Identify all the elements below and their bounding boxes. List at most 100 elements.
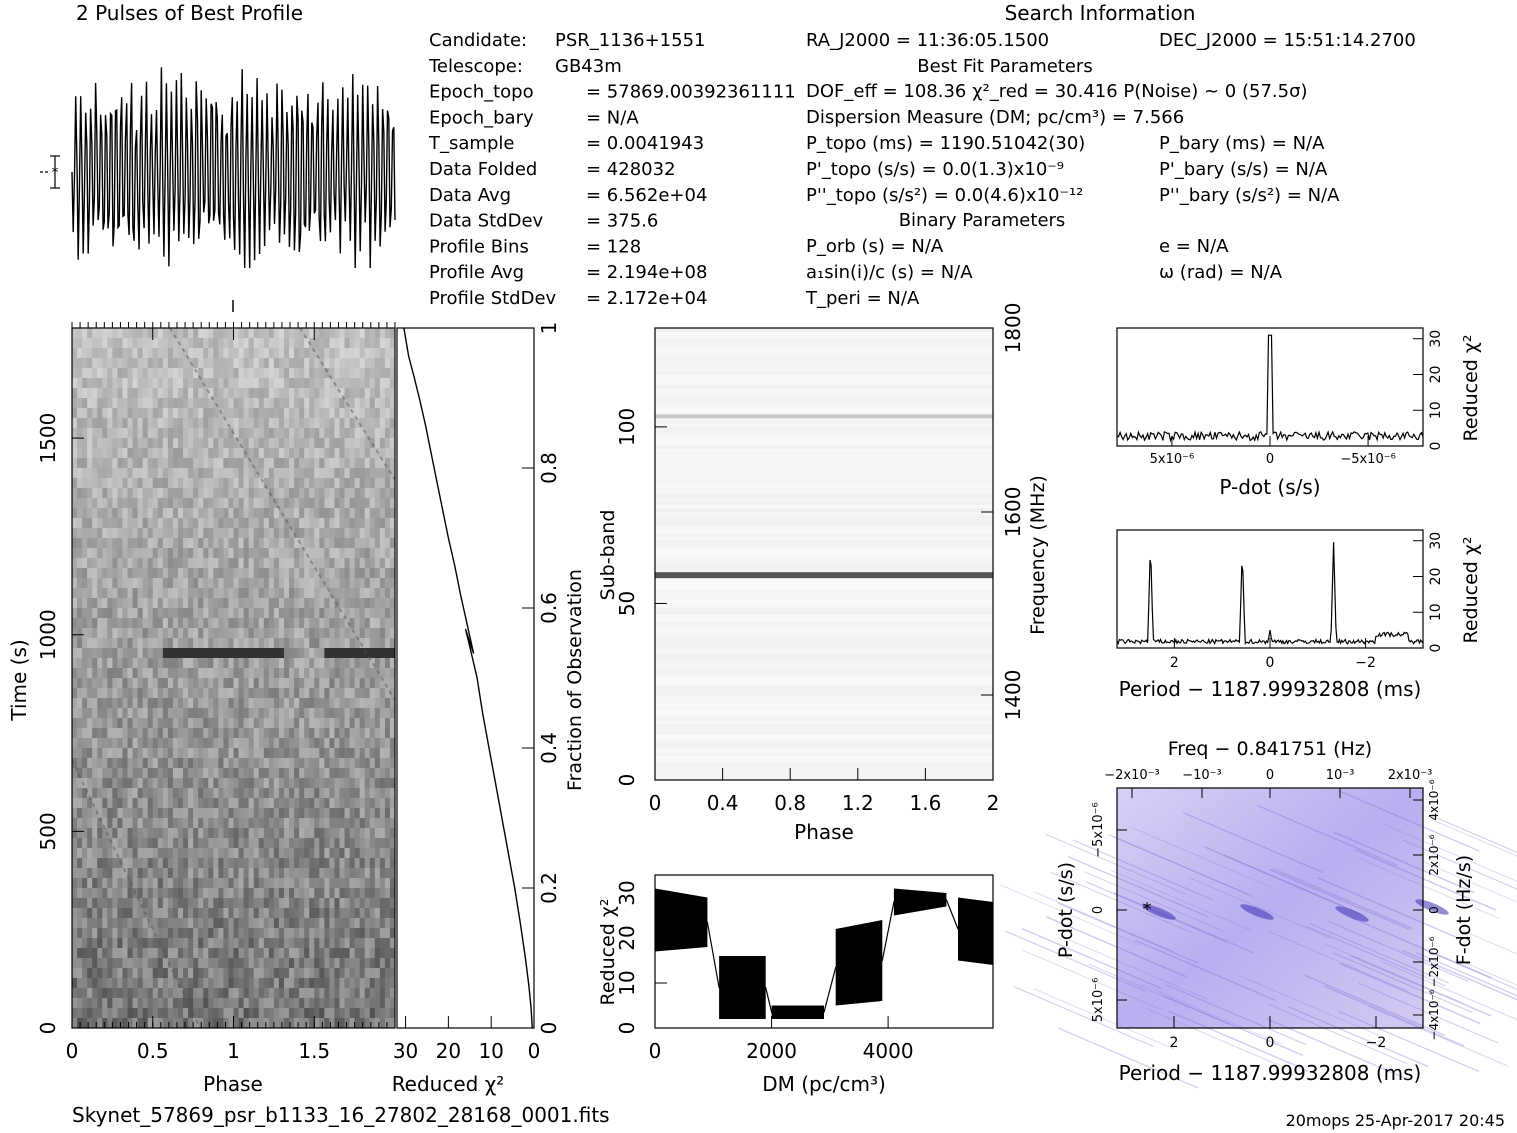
y2tick-label: 2x10⁻⁶	[1427, 834, 1441, 875]
y2tick-label: 1800	[1001, 303, 1025, 354]
fit-param: DOF_eff = 108.36 χ²_red = 30.416 P(Noise…	[806, 81, 1308, 102]
x2tick-label: 10⁻³	[1326, 768, 1355, 783]
xtick-label: 0	[649, 791, 662, 815]
best-fit-marker-icon: *	[1143, 899, 1152, 920]
info-label: Telescope:	[428, 56, 523, 77]
subband-frame	[654, 327, 994, 781]
subband-band	[655, 414, 993, 419]
info-label: Data Folded	[429, 159, 537, 180]
fit-param: P'_topo (s/s) = 0.0(1.3)x10⁻⁹	[806, 159, 1064, 180]
period-xlabel: Period − 1187.99932808 (ms)	[1119, 677, 1422, 701]
subband-phase-plot: 0 0.4 0.8 1.2 1.6 2 0 50 100 1400 1600 1800 Phase S…	[597, 303, 1049, 844]
profile-title: 2 Pulses of Best Profile	[76, 1, 303, 25]
xtick-label: 1	[227, 1039, 240, 1063]
subband-band	[655, 572, 993, 579]
ytick-label: 0	[1091, 906, 1106, 914]
info-value: = 0.0041943	[586, 133, 704, 154]
fit-param: Dispersion Measure (DM; pc/cm³) = 7.566	[806, 107, 1184, 128]
dm-chi2-plot: 0 2000 4000 0 10 20 30 DM (pc/cm³) Reduced χ²	[597, 874, 994, 1096]
info-value: = N/A	[586, 107, 639, 128]
ytick-label: 0.4	[537, 732, 561, 764]
pdot-frame	[1116, 327, 1424, 447]
xtick-label: 1.6	[909, 791, 941, 815]
info-value: = 2.194e+08	[586, 262, 707, 283]
ytick-label: 0	[36, 1022, 60, 1035]
ytick-label: 1000	[36, 609, 60, 660]
bary-param: P_bary (ms) = N/A	[1159, 133, 1325, 154]
x2tick-label: 0	[1266, 768, 1274, 783]
x2tick-label: 2x10⁻³	[1388, 768, 1433, 783]
xtick-label: 1.5	[298, 1039, 330, 1063]
xtick-label: 0	[66, 1039, 79, 1063]
xtick-label: 10	[478, 1039, 503, 1063]
error-bar-icon	[40, 155, 60, 189]
ytick-label: 1	[537, 322, 561, 335]
x2tick-label: −2x10⁻³	[1104, 768, 1159, 783]
ytick-label: 0	[615, 1022, 639, 1035]
info-label: Data StdDev	[429, 211, 544, 232]
period-series	[1116, 542, 1424, 646]
ytick-label: 30	[1428, 532, 1444, 550]
xtick-label: 0	[528, 1039, 541, 1063]
search-info-title: Search Information	[1005, 1, 1196, 25]
xtick-label: 0	[649, 1039, 662, 1063]
xtick-label: 2	[1170, 1035, 1179, 1051]
y2tick-label: 0	[1427, 906, 1441, 914]
info-value: = 128	[586, 236, 641, 257]
time-phase-plot: 0 0.5 1 1.5 0 500 1000 1500 Phase Time (s)	[7, 300, 396, 1096]
dm-xlabel: DM (pc/cm³)	[762, 1072, 886, 1096]
info-label: T_sample	[428, 133, 514, 154]
ytick-label: 1500	[36, 413, 60, 464]
ytick-label: 20	[1428, 366, 1444, 384]
info-label: Profile Avg	[429, 262, 524, 283]
fits-filename: Skynet_57869_psr_b1133_16_27802_28168_00…	[72, 1103, 610, 1127]
bary-param: e = N/A	[1159, 236, 1229, 257]
info-label: Profile Bins	[429, 236, 529, 257]
profile-series	[71, 67, 396, 269]
fit-param: P_topo (ms) = 1190.51042(30)	[806, 133, 1085, 154]
y2tick-label: −2x10⁻⁶	[1427, 936, 1441, 987]
ytick-label: 0	[615, 774, 639, 787]
pdot-series	[1116, 334, 1424, 443]
bary-param: DEC_J2000 = 15:51:14.2700	[1159, 30, 1416, 51]
info-value: = 375.6	[586, 211, 658, 232]
fit-parameters: RA_J2000 = 11:36:05.1500 DOF_eff = 108.36…	[805, 30, 1308, 309]
xtick-label: 0	[1266, 655, 1275, 671]
dm-chi2-trace	[654, 899, 994, 1013]
ytick-label: 0	[537, 1022, 561, 1035]
xtick-label: −2	[1366, 1035, 1387, 1051]
best-fit-title: Best Fit Parameters	[917, 56, 1092, 77]
fit-param: RA_J2000 = 11:36:05.1500	[806, 30, 1049, 51]
generation-stamp: 20mops 25-Apr-2017 20:45	[1286, 1111, 1505, 1130]
ytick-label: 0	[1428, 644, 1444, 653]
xtick-label: 2	[1170, 655, 1179, 671]
pdot-xlabel: P-dot (s/s)	[1219, 475, 1320, 499]
info-label: Profile StdDev	[429, 288, 557, 309]
ytick-label: 500	[36, 812, 60, 850]
info-value: = 6.562e+04	[586, 185, 707, 206]
ytick-label: −5x10⁻⁶	[1091, 802, 1106, 857]
info-label: Epoch_bary	[429, 107, 534, 128]
map-title: Freq − 0.841751 (Hz)	[1168, 738, 1372, 760]
period-pdot-map: * 2 0 −2 −2x10⁻³ −10⁻³ 0 10⁻³ 2x10⁻³ −5x10⁻⁶ 0 5x1…	[1000, 738, 1517, 1089]
ytick-label: 0.8	[537, 452, 561, 484]
xtick-label: −2	[1355, 655, 1376, 671]
dm-ylabel: Reduced χ²	[597, 899, 619, 1006]
subband-y2label: Frequency (MHz)	[1027, 475, 1049, 635]
dm-chi2-band	[835, 920, 883, 1006]
candidate-info: Candidate: PSR_1136+1551 Telescope: GB43m Ep…	[428, 30, 796, 309]
x2tick-label: −10⁻³	[1182, 768, 1222, 783]
ytick-label: 30	[615, 880, 639, 905]
info-label: Epoch_topo	[429, 82, 534, 103]
y2tick-label: 4x10⁻⁶	[1427, 779, 1441, 820]
ytick-label: 10	[615, 970, 639, 995]
y2tick-label: 1400	[1001, 670, 1025, 721]
profile-marker-icon: *	[52, 165, 59, 181]
info-label: Data Avg	[429, 185, 511, 206]
xtick-label: 2	[987, 791, 1000, 815]
chi2-time-plot: 30 20 10 0 0 0.2 0.4 0.6 0.8 1 Reduced χ² Fractio…	[392, 322, 586, 1096]
xtick-label: 4000	[863, 1039, 914, 1063]
profile-plot: *	[40, 67, 396, 269]
